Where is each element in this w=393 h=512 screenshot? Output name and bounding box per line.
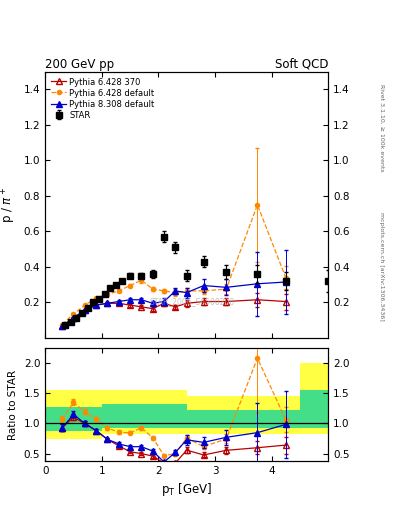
Pythia 6.428 370: [128, 302, 132, 308]
Text: STAR_2006_S6500200: STAR_2006_S6500200: [150, 297, 235, 306]
Pythia 6.428 370: [139, 304, 144, 310]
Pythia 8.308 default: [201, 283, 206, 289]
Pythia 8.308 default: [139, 296, 144, 303]
Y-axis label: p / $\pi^+$: p / $\pi^+$: [0, 187, 18, 223]
Pythia 6.428 370: [83, 307, 87, 313]
Pythia 8.308 default: [105, 300, 110, 306]
Pythia 6.428 370: [60, 323, 64, 329]
Pythia 6.428 default: [139, 277, 144, 283]
Pythia 6.428 370: [151, 306, 155, 312]
Pythia 6.428 default: [201, 288, 206, 294]
Text: Rivet 3.1.10, ≥ 100k events: Rivet 3.1.10, ≥ 100k events: [379, 84, 384, 172]
Pythia 6.428 370: [283, 298, 288, 305]
Legend: Pythia 6.428 370, Pythia 6.428 default, Pythia 8.308 default, STAR: Pythia 6.428 370, Pythia 6.428 default, …: [50, 76, 156, 121]
Pythia 6.428 default: [162, 288, 166, 294]
Pythia 8.308 default: [283, 279, 288, 285]
Line: Pythia 6.428 default: Pythia 6.428 default: [60, 203, 288, 327]
Pythia 6.428 370: [224, 298, 229, 305]
Pythia 6.428 default: [116, 288, 121, 294]
Pythia 8.308 default: [255, 281, 260, 287]
Pythia 6.428 370: [162, 300, 166, 306]
Pythia 8.308 default: [173, 288, 178, 294]
Pythia 8.308 default: [60, 323, 64, 329]
Pythia 6.428 default: [83, 302, 87, 308]
Pythia 8.308 default: [83, 307, 87, 313]
Text: 200 GeV pp: 200 GeV pp: [45, 57, 114, 71]
Pythia 6.428 370: [116, 300, 121, 306]
Pythia 6.428 default: [224, 286, 229, 292]
Y-axis label: Ratio to STAR: Ratio to STAR: [8, 370, 18, 439]
X-axis label: p$_{\rm T}$ [GeV]: p$_{\rm T}$ [GeV]: [161, 481, 212, 498]
Pythia 6.428 default: [283, 274, 288, 281]
Line: Pythia 8.308 default: Pythia 8.308 default: [59, 279, 288, 329]
Pythia 6.428 default: [60, 322, 64, 328]
Pythia 6.428 default: [71, 311, 76, 317]
Pythia 6.428 default: [128, 283, 132, 289]
Pythia 6.428 default: [105, 291, 110, 297]
Pythia 6.428 370: [184, 300, 189, 306]
Pythia 6.428 default: [184, 288, 189, 294]
Pythia 6.428 370: [201, 298, 206, 305]
Pythia 8.308 default: [116, 298, 121, 305]
Pythia 8.308 default: [224, 284, 229, 290]
Pythia 6.428 370: [255, 296, 260, 303]
Text: Soft QCD: Soft QCD: [275, 57, 328, 71]
Pythia 6.428 370: [71, 315, 76, 322]
Pythia 6.428 370: [94, 302, 99, 308]
Pythia 8.308 default: [71, 314, 76, 321]
Pythia 8.308 default: [94, 302, 99, 308]
Pythia 8.308 default: [128, 296, 132, 303]
Line: Pythia 6.428 370: Pythia 6.428 370: [59, 297, 288, 329]
Pythia 6.428 370: [105, 300, 110, 306]
Pythia 6.428 default: [173, 290, 178, 296]
Pythia 8.308 default: [162, 298, 166, 305]
Pythia 6.428 370: [173, 304, 178, 310]
Pythia 6.428 default: [94, 295, 99, 301]
Pythia 6.428 default: [151, 286, 155, 292]
Pythia 8.308 default: [184, 290, 189, 296]
Pythia 6.428 default: [255, 202, 260, 208]
Pythia 8.308 default: [151, 300, 155, 306]
Text: mcplots.cern.ch [arXiv:1306.3436]: mcplots.cern.ch [arXiv:1306.3436]: [379, 212, 384, 321]
